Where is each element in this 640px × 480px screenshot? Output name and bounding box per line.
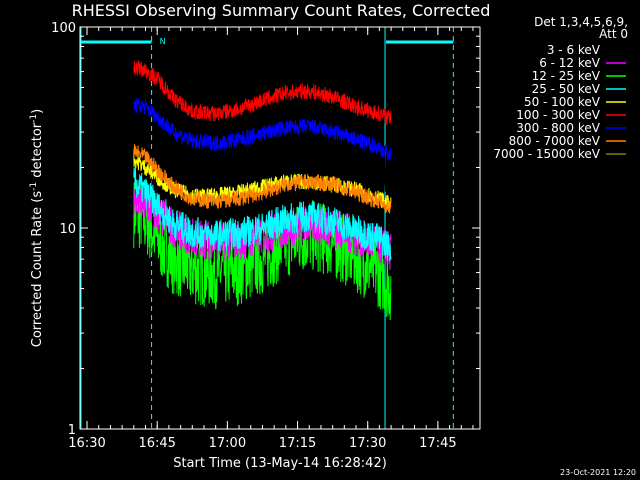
y-axis: 1 10 100	[51, 21, 480, 438]
chart-title: RHESSI Observing Summary Count Rates, Co…	[72, 1, 491, 20]
legend-entry-label: 100 - 300 keV	[516, 108, 600, 122]
x-tick-label: 17:30	[349, 436, 386, 451]
x-tick-label: 17:45	[419, 436, 456, 451]
x-tick-label: 17:00	[209, 436, 246, 451]
legend-entry-label: 7000 - 15000 keV	[493, 147, 600, 161]
legend-entry-label: 50 - 100 keV	[524, 95, 601, 109]
series-line	[133, 142, 392, 192]
series-line	[133, 60, 392, 127]
legend-header-line-2: Att 0	[599, 27, 628, 41]
timestamp: 23-Oct-2021 12:20	[560, 468, 636, 477]
legend-entry-label: 25 - 50 keV	[532, 82, 601, 96]
legend-entry-label: 300 - 800 keV	[516, 121, 600, 135]
legend-entry-label: 800 - 7000 keV	[509, 134, 601, 148]
night-flag-label: N	[160, 37, 166, 46]
x-tick-label: 16:45	[138, 436, 175, 451]
legend-entry-label: 6 - 12 keV	[539, 56, 601, 70]
x-axis-label: Start Time (13-May-14 16:28:42)	[173, 456, 387, 471]
legend-entry-label: 12 - 25 keV	[532, 69, 601, 83]
x-tick-label: 16:30	[68, 436, 105, 451]
y-tick-label: 100	[51, 21, 76, 36]
legend-entry-label: 3 - 6 keV	[547, 43, 601, 57]
x-axis: 16:30 16:45 17:00 17:15 17:30 17:45	[68, 27, 474, 451]
y-tick-label: 10	[59, 222, 76, 237]
series-line	[133, 181, 392, 321]
x-tick-label: 17:15	[279, 436, 316, 451]
series-line	[133, 167, 392, 262]
y-tick-label: 1	[68, 423, 76, 438]
legend-header-line-1: Det 1,3,4,5,6,9,	[534, 15, 628, 29]
y-axis-label: Corrected Count Rate (s-1 detector-1)	[29, 109, 45, 347]
series-line	[133, 97, 392, 162]
series-line	[133, 143, 392, 214]
